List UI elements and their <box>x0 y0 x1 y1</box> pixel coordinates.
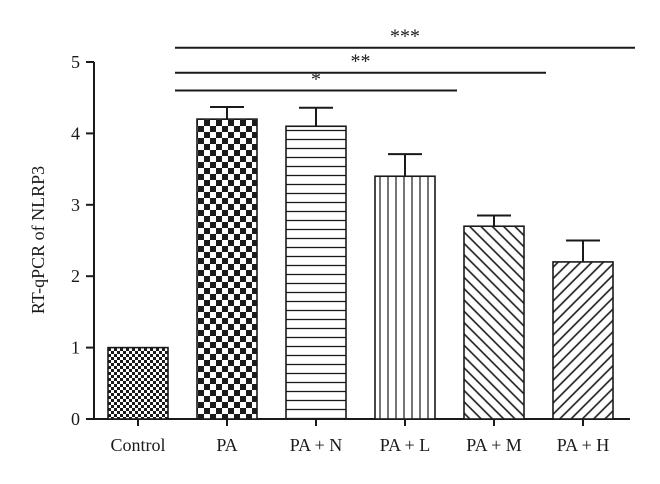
bars <box>107 118 614 420</box>
y-tick-label: 0 <box>71 409 80 429</box>
y-tick-label: 4 <box>71 123 80 143</box>
bar-pa-n <box>285 125 347 420</box>
bar-pa-l <box>374 175 436 420</box>
bar-pa <box>196 118 258 420</box>
y-axis-label: RT-qPCR of NLRP3 <box>28 166 48 314</box>
y-tick-label: 5 <box>71 52 80 72</box>
y-tick-label: 2 <box>71 266 80 286</box>
bar-control <box>107 346 169 420</box>
significance-brackets: ****** <box>175 26 635 92</box>
category-label: PA + M <box>466 435 522 455</box>
significance-label: *** <box>390 26 420 48</box>
category-label: Control <box>110 435 165 455</box>
category-label: PA + N <box>290 435 343 455</box>
error-bars <box>210 105 600 262</box>
significance-label: * <box>311 69 321 91</box>
y-tick-label: 1 <box>71 338 80 358</box>
axes <box>93 62 630 420</box>
category-labels: Control PA PA + N PA + L PA + M PA + H <box>110 419 609 455</box>
category-label: PA + L <box>380 435 431 455</box>
bar-pa-m <box>463 225 525 420</box>
y-ticks: 0 1 2 3 4 5 <box>71 52 94 429</box>
y-tick-label: 3 <box>71 195 80 215</box>
bar-pa-h <box>552 261 614 420</box>
category-label: PA <box>216 435 237 455</box>
significance-label: ** <box>351 51 371 73</box>
category-label: PA + H <box>557 435 610 455</box>
